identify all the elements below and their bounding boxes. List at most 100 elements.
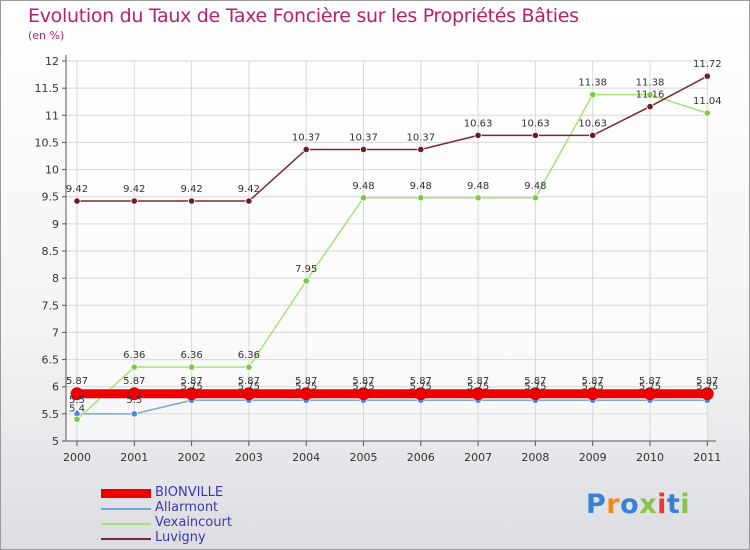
data-point-vexaincourt — [302, 277, 310, 285]
data-label-luvigny: 9.42 — [66, 184, 88, 195]
data-point-bionville — [242, 387, 256, 401]
logo-letter: i — [680, 489, 691, 520]
data-label-luvigny: 10.37 — [292, 132, 321, 143]
data-label-vexaincourt: 11.38 — [636, 78, 665, 89]
data-label-allarmont: 5.75 — [582, 381, 604, 392]
legend-label: Allarmont — [155, 500, 219, 515]
data-point-luvigny — [245, 197, 253, 205]
data-point-luvigny — [130, 197, 138, 205]
y-tick-label: 9 — [52, 218, 59, 231]
logo-letter: r — [606, 489, 621, 520]
x-tick-label: 2011 — [693, 451, 721, 464]
x-tick-label: 2010 — [636, 451, 664, 464]
data-label-bionville: 5.87 — [352, 376, 374, 387]
data-label-allarmont: 5.75 — [238, 381, 260, 392]
x-tick-label: 2006 — [407, 451, 435, 464]
x-tick-label: 2000 — [63, 451, 91, 464]
data-point-vexaincourt — [245, 363, 253, 371]
data-point-bionville — [471, 387, 485, 401]
data-point-luvigny — [703, 72, 711, 80]
data-point-allarmont — [130, 410, 138, 418]
data-label-allarmont: 5.75 — [410, 381, 432, 392]
data-point-vexaincourt — [417, 194, 425, 202]
logo-letter: x — [639, 489, 658, 520]
data-point-luvigny — [531, 131, 540, 139]
y-tick-label: 12 — [45, 55, 59, 68]
logo-letter: i — [657, 489, 667, 520]
data-point-vexaincourt — [130, 363, 138, 371]
data-point-luvigny — [646, 103, 654, 111]
y-tick-label: 9.5 — [42, 191, 60, 204]
data-label-luvigny: 10.37 — [406, 132, 435, 143]
x-tick-label: 2008 — [521, 451, 549, 464]
data-label-vexaincourt: 9.48 — [467, 181, 489, 192]
series-line-vexaincourt — [76, 93, 708, 420]
legend-swatch — [101, 538, 151, 540]
data-point-bionville — [586, 387, 600, 401]
data-label-luvigny: 10.63 — [464, 118, 493, 129]
y-tick-label: 8 — [52, 272, 59, 285]
data-point-luvigny — [302, 145, 310, 154]
data-point-bionville — [529, 387, 542, 401]
data-point-luvigny — [589, 131, 597, 139]
data-label-vexaincourt: 6.36 — [123, 350, 145, 361]
x-tick-label: 2003 — [235, 451, 263, 464]
data-label-luvigny: 10.63 — [578, 118, 607, 129]
data-label-luvigny: 9.42 — [238, 184, 260, 195]
data-label-vexaincourt: 11.04 — [693, 96, 722, 107]
proxiti-logo: Proxiti — [586, 489, 690, 520]
data-label-bionville: 5.87 — [582, 376, 604, 387]
data-point-bionville — [127, 387, 141, 401]
data-point-luvigny — [474, 131, 482, 139]
y-tick-label: 6 — [52, 381, 59, 394]
y-tick-label: 7 — [52, 326, 59, 339]
data-label-luvigny: 10.63 — [521, 118, 550, 129]
data-label-bionville: 5.87 — [696, 376, 718, 387]
data-label-allarmont: 5.75 — [352, 381, 374, 392]
data-label-bionville: 5.87 — [180, 376, 202, 387]
data-point-luvigny — [417, 145, 425, 154]
data-label-allarmont: 5.5 — [69, 395, 85, 406]
data-point-luvigny — [359, 145, 368, 154]
data-label-bionville: 5.87 — [295, 376, 317, 387]
data-point-vexaincourt — [474, 194, 482, 202]
y-tick-label: 6.5 — [42, 354, 60, 367]
x-tick-label: 2007 — [464, 451, 492, 464]
x-tick-label: 2001 — [120, 451, 148, 464]
x-tick-label: 2009 — [579, 451, 607, 464]
data-label-bionville: 5.87 — [123, 376, 145, 387]
data-point-bionville — [357, 387, 370, 401]
legend-swatch — [101, 489, 151, 498]
data-label-luvigny: 9.42 — [123, 184, 145, 195]
data-label-allarmont: 5.75 — [524, 381, 546, 392]
data-label-bionville: 5.87 — [410, 376, 432, 387]
data-label-bionville: 5.87 — [66, 376, 88, 387]
data-label-allarmont: 5.75 — [639, 381, 661, 392]
data-point-luvigny — [188, 197, 196, 205]
y-tick-label: 8.5 — [42, 245, 60, 258]
chart-subtitle: (en %) — [28, 29, 65, 42]
data-point-vexaincourt — [703, 109, 711, 117]
data-label-vexaincourt: 9.48 — [352, 181, 374, 192]
y-tick-label: 5 — [52, 435, 59, 448]
data-label-luvigny: 9.42 — [180, 184, 202, 195]
series-line-luvigny — [77, 75, 708, 202]
data-label-bionville: 5.87 — [639, 376, 661, 387]
data-point-bionville — [643, 387, 657, 401]
series-line-allarmont — [77, 399, 708, 415]
legend-label: Vexaincourt — [155, 515, 232, 530]
y-tick-label: 10 — [45, 164, 59, 177]
data-label-allarmont: 5.75 — [295, 381, 317, 392]
data-point-bionville — [70, 387, 84, 401]
data-label-luvigny: 11.16 — [636, 90, 665, 101]
logo-letter: t — [666, 489, 681, 520]
data-label-allarmont: 5.75 — [467, 381, 489, 392]
chart-title: Evolution du Taux de Taxe Foncière sur l… — [28, 5, 579, 27]
y-tick-label: 7.5 — [42, 299, 60, 312]
data-point-bionville — [185, 387, 199, 401]
data-point-bionville — [414, 387, 428, 401]
data-label-vexaincourt: 11.38 — [578, 78, 607, 89]
data-label-vexaincourt: 6.36 — [180, 350, 202, 361]
